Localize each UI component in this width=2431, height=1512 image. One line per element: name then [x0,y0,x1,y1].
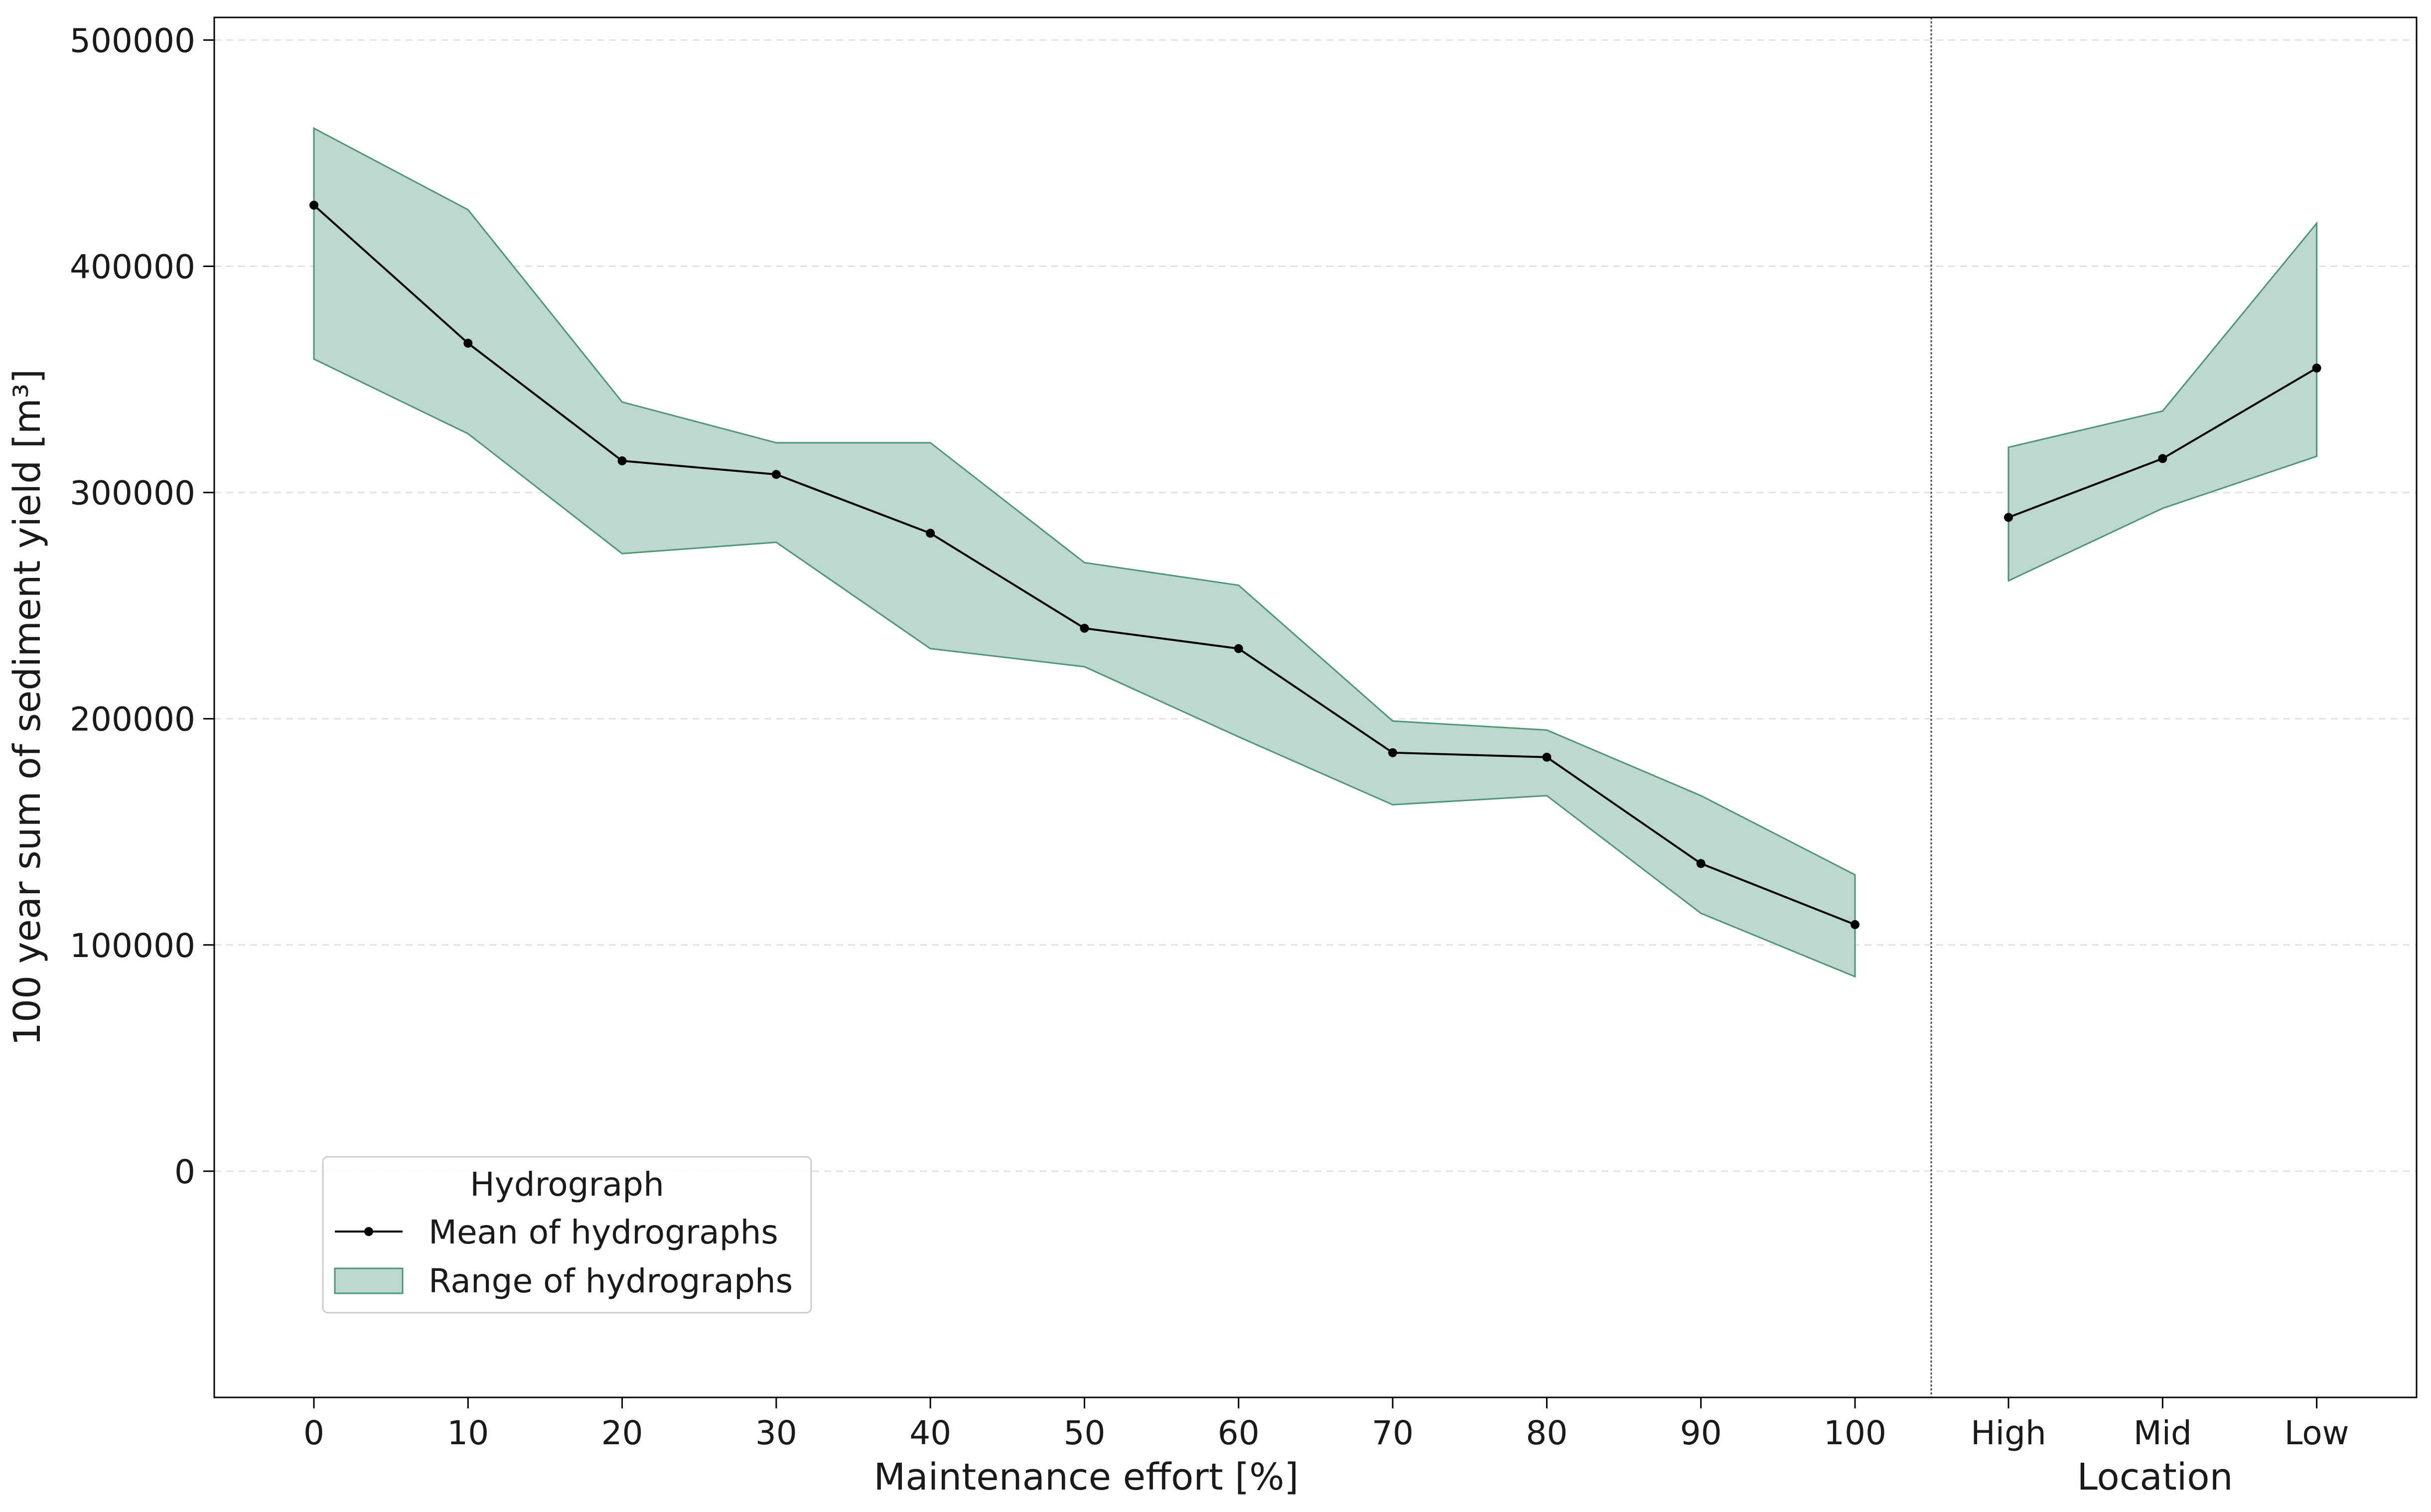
legend-label-mean: Mean of hydrographs [429,1213,778,1251]
y-axis-label: 100 year sum of sediment yield [m³] [6,369,49,1046]
mean-point [771,470,781,479]
x-tick-label: 0 [303,1414,324,1452]
x-tick-label: 50 [1064,1414,1106,1452]
range-bands [313,127,2318,978]
legend: Hydrograph Mean of hydrographs Range of … [322,1156,812,1314]
mean-point [1542,752,1552,762]
mean-point [463,338,473,348]
mean-point [309,200,318,210]
mean-point [617,456,627,466]
y-tick-label: 500000 [70,21,195,60]
mean-point [1080,624,1089,633]
y-tick-label: 200000 [70,700,195,739]
x-axis-ticks: 0 10 20 30 40 50 60 70 80 90 100 High Mid Low [303,1397,2349,1452]
legend-range-swatch [334,1267,404,1294]
y-tick-label: 300000 [70,474,195,513]
y-tick-label: 400000 [70,248,195,286]
x-tick-label: 10 [447,1414,489,1452]
plot-frame [213,16,2418,1398]
x-tick-label: Low [2285,1414,2349,1452]
x-tick-label: 70 [1372,1414,1414,1452]
y-tick-label: 0 [174,1153,195,1191]
x-tick-label: 30 [755,1414,797,1452]
mean-point [1234,644,1243,653]
mean-point [2158,454,2167,463]
x-axis-label-location: Location [2077,1456,2233,1499]
mean-point [926,529,935,538]
legend-label-range: Range of hydrographs [429,1262,793,1300]
range-band [313,127,1856,978]
range-band [2007,221,2318,582]
x-tick-label: 100 [1824,1414,1886,1452]
x-tick-label: High [1971,1414,2046,1452]
mean-point [1388,748,1398,757]
x-tick-label: 40 [909,1414,951,1452]
legend-title: Hydrograph [470,1165,664,1204]
x-tick-label: Mid [2134,1414,2192,1452]
mean-point [1696,859,1706,868]
x-tick-label: 90 [1680,1414,1722,1452]
x-tick-label: 20 [601,1414,643,1452]
x-tick-label: 80 [1526,1414,1568,1452]
mean-point [1851,920,1859,929]
mean-point [2312,363,2321,373]
grid-lines [214,39,2417,1172]
legend-box [322,1156,812,1314]
mean-points [309,200,2321,929]
x-axis-label-maintenance: Maintenance effort [%] [874,1456,1299,1499]
y-tick-label: 100000 [70,927,195,965]
y-axis-ticks: 0 100000 200000 300000 400000 500000 [70,21,214,1191]
mean-point [2004,513,2013,522]
legend-marker-swatch [364,1227,373,1236]
x-tick-label: 60 [1218,1414,1260,1452]
